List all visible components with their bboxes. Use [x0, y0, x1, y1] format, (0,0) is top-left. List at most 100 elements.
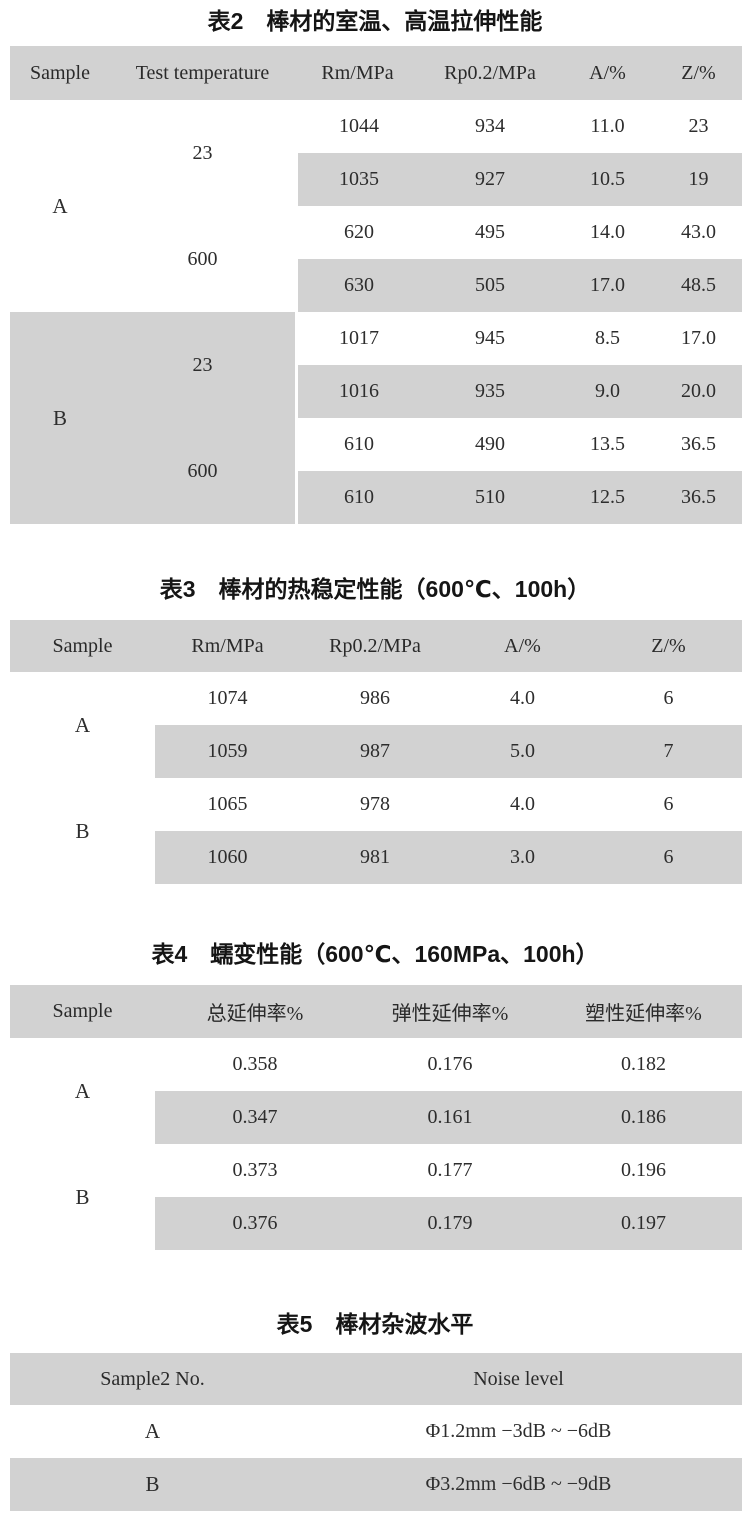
table2-header-a: A/%	[560, 46, 655, 100]
data-cell: 505	[420, 259, 560, 312]
data-cell: 986	[360, 687, 390, 709]
data-cell: 978	[360, 793, 390, 815]
data-cell: 1035	[295, 153, 420, 206]
table2-header-test-temperature: Test temperature	[110, 46, 295, 100]
data-cell: 981	[300, 831, 450, 884]
sample-cell-b: B	[75, 1184, 90, 1209]
data-cell: 36.5	[655, 471, 742, 524]
data-cell: 6	[595, 831, 742, 884]
data-cell: 0.376	[155, 1197, 355, 1250]
data-cell: 0.347	[155, 1091, 355, 1144]
table3-header-rp02: Rp0.2/MPa	[300, 620, 450, 672]
data-cell: 17.0	[681, 327, 716, 349]
data-cell: 4.0	[510, 793, 535, 815]
data-cell: 23	[688, 115, 709, 137]
data-cell: 1017	[295, 312, 420, 365]
data-cell: 0.176	[427, 1053, 473, 1075]
table4-header-total-elongation: 总延伸率%	[155, 985, 355, 1038]
data-cell: 1044	[295, 100, 420, 153]
data-cell: 0.186	[545, 1091, 742, 1144]
data-cell: 0.182	[621, 1053, 666, 1075]
table5-title: 表5 棒材杂波水平	[276, 1311, 474, 1337]
data-cell: 6	[663, 793, 674, 815]
data-cell: 927	[420, 153, 560, 206]
table4-header-elastic-elongation: 弹性延伸率%	[355, 985, 545, 1038]
data-cell: 0.197	[545, 1197, 742, 1250]
data-cell: 48.5	[655, 259, 742, 312]
data-cell: 6	[663, 687, 674, 709]
data-cell: 630	[295, 259, 420, 312]
table3: Sample Rm/MPa Rp0.2/MPa A/% Z/% A B 1074…	[10, 620, 742, 884]
data-cell: 10.5	[560, 153, 655, 206]
data-cell: 5.0	[450, 725, 595, 778]
data-cell: 19	[655, 153, 742, 206]
table2-header-rm: Rm/MPa	[295, 46, 420, 100]
data-cell: 945	[475, 327, 505, 349]
table3-header-sample: Sample	[10, 620, 155, 672]
temp-cell-a-23: 23	[192, 141, 213, 164]
data-cell: Φ1.2mm −3dB ~ −6dB	[425, 1420, 612, 1442]
table4-header-plastic-elongation: 塑性延伸率%	[545, 985, 742, 1038]
table3-header-z: Z/%	[595, 620, 742, 672]
data-cell: 0.373	[232, 1159, 278, 1181]
data-cell: 490	[475, 433, 505, 455]
data-cell: 620	[295, 206, 420, 259]
data-cell: 0.179	[355, 1197, 545, 1250]
data-cell: Φ3.2mm −6dB ~ −9dB	[295, 1458, 742, 1511]
data-cell: 7	[595, 725, 742, 778]
sample-cell-a: A	[144, 1419, 161, 1443]
data-cell: 0.196	[621, 1159, 666, 1181]
table2: Sample Test temperature Rm/MPa Rp0.2/MPa…	[10, 46, 742, 524]
temp-cell-b-23: 23	[110, 312, 295, 418]
data-cell: 934	[475, 115, 505, 137]
table3-header-rm: Rm/MPa	[155, 620, 300, 672]
sample-cell-b: B	[10, 1458, 295, 1511]
temp-cell-a-600: 600	[187, 247, 218, 270]
data-cell: 20.0	[655, 365, 742, 418]
sample-cell-b: B	[75, 818, 90, 843]
data-cell: 13.5	[590, 433, 625, 455]
table5: Sample2 No. Noise level A Φ1.2mm −3dB ~ …	[10, 1353, 742, 1511]
data-cell: 43.0	[681, 221, 716, 243]
data-cell: 510	[420, 471, 560, 524]
table5-header-sample-no: Sample2 No.	[10, 1353, 295, 1405]
data-cell: 17.0	[560, 259, 655, 312]
table4-title: 表4 蠕变性能（600℃、160MPa、100h）	[151, 941, 599, 967]
data-cell: 4.0	[510, 687, 535, 709]
data-cell: 8.5	[595, 327, 620, 349]
data-cell: 36.5	[681, 433, 716, 455]
table5-header-noise-level: Noise level	[295, 1353, 742, 1405]
data-cell: 14.0	[590, 221, 625, 243]
sample-cell-b: B	[10, 312, 110, 524]
data-cell: 0.177	[427, 1159, 473, 1181]
table2-header-rp02: Rp0.2/MPa	[420, 46, 560, 100]
data-cell: 12.5	[560, 471, 655, 524]
data-cell: 610	[295, 471, 420, 524]
sample-cell-a: A	[74, 712, 91, 737]
table4: Sample 总延伸率% 弹性延伸率% 塑性延伸率% A B 0.358 0.1…	[10, 985, 742, 1250]
data-cell: 495	[475, 221, 505, 243]
sample-cell-a: A	[52, 193, 68, 218]
table2-header-sample: Sample	[10, 46, 110, 100]
table2-header-z: Z/%	[655, 46, 742, 100]
table3-title: 表3 棒材的热稳定性能（600℃、100h）	[159, 576, 591, 602]
data-cell: 1060	[155, 831, 300, 884]
data-cell: 1016	[295, 365, 420, 418]
data-cell: 11.0	[590, 115, 625, 137]
data-cell: 987	[300, 725, 450, 778]
data-cell: 935	[420, 365, 560, 418]
table3-header-a: A/%	[450, 620, 595, 672]
data-cell: 610	[295, 418, 420, 471]
data-cell: 0.161	[355, 1091, 545, 1144]
data-cell: 1065	[207, 793, 248, 815]
table4-header-sample: Sample	[10, 985, 155, 1038]
data-cell: 1074	[207, 687, 248, 709]
data-cell: 9.0	[560, 365, 655, 418]
temp-cell-b-600: 600	[110, 418, 295, 524]
data-cell: 1059	[155, 725, 300, 778]
table2-title: 表2 棒材的室温、高温拉伸性能	[207, 8, 543, 34]
sample-cell-a: A	[74, 1078, 91, 1103]
data-cell: 3.0	[450, 831, 595, 884]
data-cell: 0.358	[232, 1053, 278, 1075]
